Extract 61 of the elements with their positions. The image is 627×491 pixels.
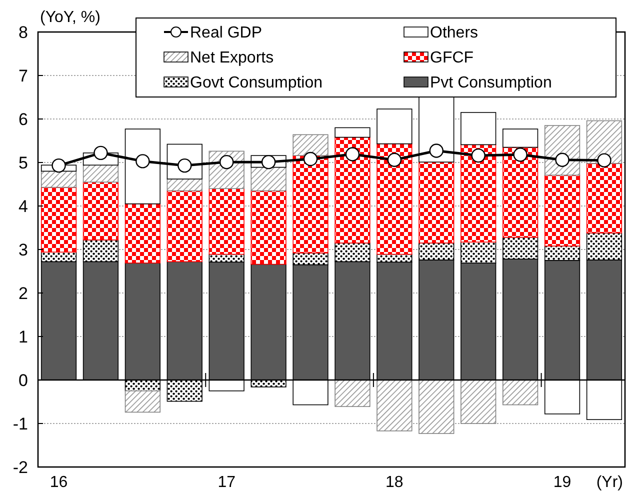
- point: [52, 158, 66, 173]
- point: [345, 147, 360, 162]
- text: (Yr): [596, 474, 623, 491]
- legend-label: Govt Consumption: [190, 74, 323, 92]
- bar: [166, 178, 202, 192]
- point: [136, 154, 150, 168]
- bar: [334, 127, 370, 138]
- bar: [292, 134, 328, 156]
- point: [555, 152, 570, 167]
- point: [261, 154, 276, 170]
- bar: [250, 166, 286, 192]
- bar: [250, 190, 286, 265]
- legend-label: Net Exports: [190, 50, 274, 67]
- bar: [544, 174, 580, 246]
- y-tick-label: 3: [18, 240, 28, 260]
- bar: [82, 182, 119, 240]
- point: [303, 152, 318, 166]
- bar: [334, 136, 370, 244]
- y-tick-label: 6: [18, 110, 28, 129]
- bar: [334, 380, 370, 407]
- y-tick-label: 2: [18, 284, 28, 303]
- point: [220, 154, 234, 170]
- bar: [40, 186, 77, 253]
- y-tick-label: -2: [12, 458, 28, 477]
- bar: [124, 203, 160, 264]
- bar: [292, 155, 328, 254]
- point: [471, 148, 486, 163]
- y-tick-label: 1: [18, 327, 28, 346]
- y-tick-label: 5: [18, 153, 28, 172]
- x-tick-label: 16: [50, 474, 68, 491]
- x-tick-label: 18: [386, 474, 404, 491]
- bar: [208, 188, 244, 255]
- legend-label: Real GDP: [190, 24, 262, 42]
- x-tick-label: 17: [218, 474, 236, 491]
- x-tick-label: 19: [553, 474, 572, 491]
- y-tick-label: 4: [18, 196, 28, 216]
- y-tick-label: -1: [12, 414, 28, 434]
- point: [597, 153, 612, 168]
- point: [94, 146, 108, 160]
- y-tick-label: 0: [18, 370, 28, 390]
- legend-label: Pvt Consumption: [430, 74, 552, 92]
- bar: [124, 390, 160, 413]
- bar: [376, 143, 412, 255]
- bar: [40, 170, 77, 188]
- point: [513, 148, 528, 162]
- y-tick-label: 7: [18, 66, 28, 86]
- bar: [586, 162, 622, 234]
- bar: [418, 162, 454, 244]
- point: [429, 144, 444, 158]
- bar: [166, 190, 202, 262]
- bar: [460, 144, 496, 243]
- legend-label: Others: [430, 24, 478, 42]
- y-axis-title: (YoY, %): [40, 9, 100, 26]
- point: [387, 152, 402, 167]
- bar: [82, 164, 119, 182]
- legend-label: GFCF: [430, 50, 474, 67]
- bar: [502, 380, 538, 406]
- y-tick-label: 8: [18, 22, 28, 42]
- bar: [376, 108, 412, 144]
- bar: [502, 146, 538, 238]
- bar: [460, 112, 496, 146]
